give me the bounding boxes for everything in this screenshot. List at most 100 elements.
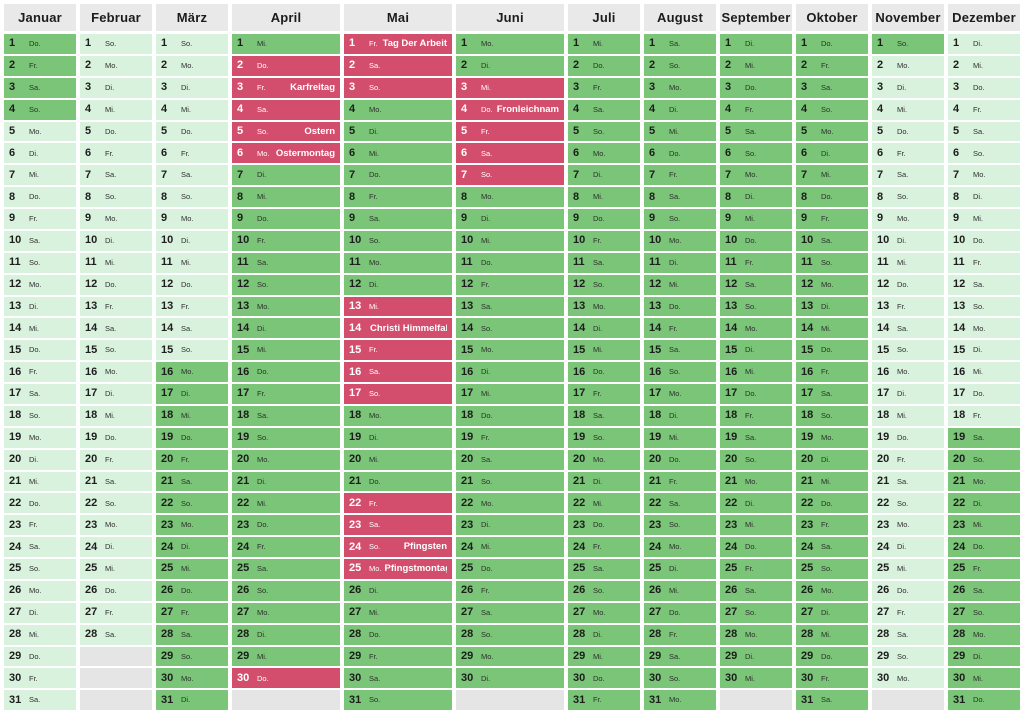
day-cell-juli-21[interactable]: 21 Di. <box>568 471 640 492</box>
day-cell-dezember-16[interactable]: 16 Mi. <box>948 362 1020 382</box>
day-cell-oktober-4[interactable]: 4 So. <box>796 99 868 120</box>
day-cell-november-26[interactable]: 26 Do. <box>872 580 944 601</box>
day-cell-august-7[interactable]: 7 Fr. <box>644 165 716 186</box>
day-cell-maerz-21[interactable]: 21 Sa. <box>156 471 228 492</box>
day-cell-november-22[interactable]: 22 So. <box>872 493 944 514</box>
day-cell-januar-3[interactable]: 3 Sa. <box>4 77 76 98</box>
day-cell-maerz-8[interactable]: 8 So. <box>156 187 228 207</box>
day-cell-november-15[interactable]: 15 So. <box>872 340 944 361</box>
day-cell-dezember-7[interactable]: 7 Mo. <box>948 165 1020 186</box>
day-cell-november-4[interactable]: 4 Mi. <box>872 99 944 120</box>
day-cell-mai-9[interactable]: 9 Sa. <box>344 209 452 229</box>
day-cell-februar-13[interactable]: 13 Fr. <box>80 296 152 317</box>
day-cell-juni-26[interactable]: 26 Fr. <box>456 580 564 601</box>
day-cell-oktober-31[interactable]: 31 Sa. <box>796 690 868 711</box>
day-cell-maerz-6[interactable]: 6 Fr. <box>156 143 228 164</box>
day-cell-august-31[interactable]: 31 Mo. <box>644 690 716 711</box>
day-cell-dezember-28[interactable]: 28 Mo. <box>948 624 1020 645</box>
day-cell-november-21[interactable]: 21 Sa. <box>872 471 944 492</box>
day-cell-maerz-24[interactable]: 24 Di. <box>156 537 228 557</box>
day-cell-september-1[interactable]: 1 Di. <box>720 34 792 54</box>
day-cell-maerz-20[interactable]: 20 Fr. <box>156 449 228 470</box>
day-cell-februar-19[interactable]: 19 Do. <box>80 427 152 448</box>
day-cell-maerz-23[interactable]: 23 Mo. <box>156 515 228 536</box>
day-cell-dezember-20[interactable]: 20 So. <box>948 449 1020 470</box>
day-cell-juni-20[interactable]: 20 Sa. <box>456 449 564 470</box>
day-cell-juli-3[interactable]: 3 Fr. <box>568 77 640 98</box>
day-cell-august-9[interactable]: 9 So. <box>644 209 716 229</box>
day-cell-juli-27[interactable]: 27 Mo. <box>568 602 640 623</box>
day-cell-april-12[interactable]: 12 So. <box>232 274 340 295</box>
day-cell-juli-22[interactable]: 22 Mi. <box>568 493 640 514</box>
day-cell-november-18[interactable]: 18 Mi. <box>872 405 944 426</box>
day-cell-februar-21[interactable]: 21 Sa. <box>80 471 152 492</box>
day-cell-august-12[interactable]: 12 Mi. <box>644 274 716 295</box>
day-cell-maerz-12[interactable]: 12 Do. <box>156 274 228 295</box>
day-cell-august-25[interactable]: 25 Di. <box>644 559 716 579</box>
day-cell-maerz-31[interactable]: 31 Di. <box>156 690 228 711</box>
day-cell-oktober-7[interactable]: 7 Mi. <box>796 165 868 186</box>
day-cell-november-17[interactable]: 17 Di. <box>872 384 944 404</box>
day-cell-april-26[interactable]: 26 So. <box>232 580 340 601</box>
day-cell-februar-20[interactable]: 20 Fr. <box>80 449 152 470</box>
day-cell-dezember-18[interactable]: 18 Fr. <box>948 405 1020 426</box>
day-cell-august-3[interactable]: 3 Mo. <box>644 77 716 98</box>
day-cell-dezember-8[interactable]: 8 Di. <box>948 187 1020 207</box>
day-cell-juni-18[interactable]: 18 Do. <box>456 405 564 426</box>
day-cell-september-17[interactable]: 17 Do. <box>720 384 792 404</box>
day-cell-april-5[interactable]: 5 So. Ostern <box>232 121 340 142</box>
day-cell-oktober-21[interactable]: 21 Mi. <box>796 471 868 492</box>
day-cell-januar-4[interactable]: 4 So. <box>4 99 76 120</box>
day-cell-april-22[interactable]: 22 Mi. <box>232 493 340 514</box>
day-cell-maerz-25[interactable]: 25 Mi. <box>156 559 228 579</box>
day-cell-oktober-25[interactable]: 25 So. <box>796 559 868 579</box>
day-cell-maerz-15[interactable]: 15 So. <box>156 340 228 361</box>
day-cell-juli-7[interactable]: 7 Di. <box>568 165 640 186</box>
day-cell-april-24[interactable]: 24 Fr. <box>232 537 340 557</box>
day-cell-januar-19[interactable]: 19 Mo. <box>4 427 76 448</box>
day-cell-juli-28[interactable]: 28 Di. <box>568 624 640 645</box>
day-cell-juni-9[interactable]: 9 Di. <box>456 209 564 229</box>
day-cell-november-2[interactable]: 2 Mo. <box>872 55 944 76</box>
day-cell-april-23[interactable]: 23 Do. <box>232 515 340 536</box>
day-cell-august-1[interactable]: 1 Sa. <box>644 34 716 54</box>
day-cell-januar-23[interactable]: 23 Fr. <box>4 515 76 536</box>
day-cell-mai-22[interactable]: 22 Fr. <box>344 493 452 514</box>
day-cell-august-16[interactable]: 16 So. <box>644 362 716 382</box>
day-cell-januar-1[interactable]: 1 Do. <box>4 34 76 54</box>
day-cell-oktober-23[interactable]: 23 Fr. <box>796 515 868 536</box>
day-cell-mai-21[interactable]: 21 Do. <box>344 471 452 492</box>
day-cell-mai-27[interactable]: 27 Mi. <box>344 602 452 623</box>
day-cell-juli-9[interactable]: 9 Do. <box>568 209 640 229</box>
day-cell-mai-8[interactable]: 8 Fr. <box>344 187 452 207</box>
day-cell-dezember-21[interactable]: 21 Mo. <box>948 471 1020 492</box>
day-cell-februar-28[interactable]: 28 Sa. <box>80 624 152 645</box>
day-cell-juli-15[interactable]: 15 Mi. <box>568 340 640 361</box>
day-cell-oktober-28[interactable]: 28 Mi. <box>796 624 868 645</box>
day-cell-oktober-2[interactable]: 2 Fr. <box>796 55 868 76</box>
day-cell-mai-18[interactable]: 18 Mo. <box>344 405 452 426</box>
day-cell-august-4[interactable]: 4 Di. <box>644 99 716 120</box>
day-cell-februar-6[interactable]: 6 Fr. <box>80 143 152 164</box>
day-cell-januar-31[interactable]: 31 Sa. <box>4 690 76 711</box>
day-cell-oktober-10[interactable]: 10 Sa. <box>796 230 868 251</box>
day-cell-november-23[interactable]: 23 Mo. <box>872 515 944 536</box>
day-cell-oktober-9[interactable]: 9 Fr. <box>796 209 868 229</box>
day-cell-dezember-2[interactable]: 2 Mi. <box>948 55 1020 76</box>
day-cell-januar-5[interactable]: 5 Mo. <box>4 121 76 142</box>
day-cell-mai-19[interactable]: 19 Di. <box>344 427 452 448</box>
day-cell-august-22[interactable]: 22 Sa. <box>644 493 716 514</box>
day-cell-november-25[interactable]: 25 Mi. <box>872 559 944 579</box>
day-cell-dezember-13[interactable]: 13 So. <box>948 296 1020 317</box>
day-cell-juli-12[interactable]: 12 So. <box>568 274 640 295</box>
day-cell-juli-18[interactable]: 18 Sa. <box>568 405 640 426</box>
day-cell-november-7[interactable]: 7 Sa. <box>872 165 944 186</box>
day-cell-september-6[interactable]: 6 So. <box>720 143 792 164</box>
day-cell-maerz-28[interactable]: 28 Sa. <box>156 624 228 645</box>
day-cell-februar-4[interactable]: 4 Mi. <box>80 99 152 120</box>
day-cell-mai-10[interactable]: 10 So. <box>344 230 452 251</box>
day-cell-oktober-24[interactable]: 24 Sa. <box>796 537 868 557</box>
day-cell-maerz-26[interactable]: 26 Do. <box>156 580 228 601</box>
day-cell-april-2[interactable]: 2 Do. <box>232 55 340 76</box>
day-cell-mai-3[interactable]: 3 So. <box>344 77 452 98</box>
